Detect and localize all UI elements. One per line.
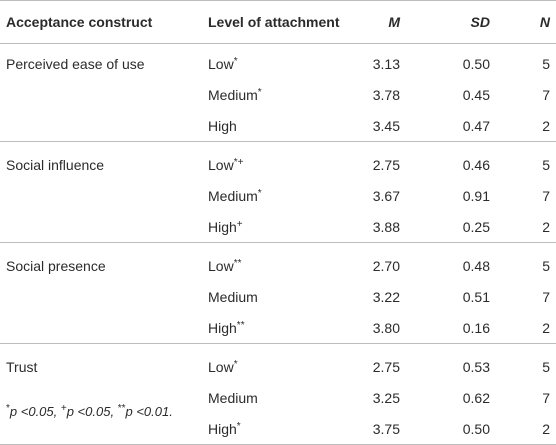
n-value: 7 xyxy=(542,187,550,204)
mean-value: 3.22 xyxy=(372,288,400,305)
level-label: Medium xyxy=(208,288,258,305)
construct-label: Perceived ease of use xyxy=(6,55,145,72)
significance-mark: ** xyxy=(236,319,245,331)
level-label: Low*+ xyxy=(208,156,244,173)
sd-value: 0.62 xyxy=(462,389,490,406)
footnote-text: p <0.01. xyxy=(125,404,173,419)
level-label: High+ xyxy=(208,218,243,235)
table-row: Medium 3.22 0.51 7 xyxy=(0,281,556,312)
table-row: High 3.45 0.47 2 xyxy=(0,110,556,142)
n-value: 5 xyxy=(542,358,550,375)
significance-mark: *+ xyxy=(233,156,244,168)
sd-value: 0.91 xyxy=(462,187,490,204)
sd-value: 0.25 xyxy=(462,218,490,235)
mean-value: 2.75 xyxy=(372,358,400,375)
header-mean: M xyxy=(388,14,400,30)
mean-value: 2.70 xyxy=(372,257,400,274)
table-footnote: *p <0.05, +p <0.05, **p <0.01. xyxy=(6,403,173,420)
n-value: 5 xyxy=(542,55,550,72)
header-sd: SD xyxy=(470,14,490,30)
significance-mark: * xyxy=(257,187,262,199)
n-value: 2 xyxy=(542,117,550,134)
significance-mark: * xyxy=(233,358,238,370)
table-row: Medium 3.25 0.62 7 xyxy=(0,382,556,413)
n-value: 2 xyxy=(542,420,550,437)
n-value: 7 xyxy=(542,389,550,406)
mean-value: 3.25 xyxy=(372,389,400,406)
sd-value: 0.50 xyxy=(462,55,490,72)
sd-value: 0.47 xyxy=(462,117,490,134)
n-value: 5 xyxy=(542,156,550,173)
sd-value: 0.53 xyxy=(462,358,490,375)
level-label: Medium xyxy=(208,389,258,406)
level-label: Low* xyxy=(208,358,238,375)
mean-value: 3.75 xyxy=(372,420,400,437)
sd-value: 0.45 xyxy=(462,86,490,103)
sd-value: 0.46 xyxy=(462,156,490,173)
sd-value: 0.48 xyxy=(462,257,490,274)
header-n: N xyxy=(539,14,550,30)
significance-mark: * xyxy=(233,55,238,67)
footnote-text: p <0.05, xyxy=(9,404,61,419)
table-row: Medium* 3.67 0.91 7 xyxy=(0,180,556,211)
footnote-text: p <0.05, xyxy=(66,404,118,419)
footnote-mark: * xyxy=(6,403,10,414)
significance-mark: ** xyxy=(233,257,242,269)
significance-mark: + xyxy=(236,218,243,230)
sd-value: 0.16 xyxy=(462,319,490,336)
table-row: Social influence Low*+ 2.75 0.46 5 xyxy=(0,149,556,180)
level-label: High** xyxy=(208,319,245,336)
table-row: High** 3.80 0.16 2 xyxy=(0,312,556,344)
table-body: Perceived ease of use Low* 3.13 0.50 5 Medium… xyxy=(0,48,556,445)
sd-value: 0.50 xyxy=(462,420,490,437)
level-label: High xyxy=(208,117,237,134)
significance-mark: * xyxy=(236,420,241,432)
mean-value: 2.75 xyxy=(372,156,400,173)
level-label: Medium* xyxy=(208,86,262,103)
table-row: Social presence Low** 2.70 0.48 5 xyxy=(0,250,556,281)
mean-value: 3.78 xyxy=(372,86,400,103)
level-label: Low* xyxy=(208,55,238,72)
significance-mark: * xyxy=(257,86,262,98)
n-value: 7 xyxy=(542,86,550,103)
construct-label: Social influence xyxy=(6,156,105,173)
level-label: Low** xyxy=(208,257,242,274)
n-value: 5 xyxy=(542,257,550,274)
header-level-of-attachment: Level of attachment xyxy=(208,14,340,30)
n-value: 2 xyxy=(542,319,550,336)
construct-label: Trust xyxy=(6,358,38,375)
footnote-mark: ** xyxy=(117,403,126,414)
sd-value: 0.51 xyxy=(462,288,490,305)
table-row: High+ 3.88 0.25 2 xyxy=(0,211,556,243)
construct-label: Social presence xyxy=(6,257,106,274)
table-row: Trust Low* 2.75 0.53 5 xyxy=(0,351,556,382)
table-header-row: Acceptance construct Level of attachment… xyxy=(0,0,556,44)
n-value: 7 xyxy=(542,288,550,305)
n-value: 2 xyxy=(542,218,550,235)
table-row: Medium* 3.78 0.45 7 xyxy=(0,79,556,110)
mean-value: 3.88 xyxy=(372,218,400,235)
mean-value: 3.67 xyxy=(372,187,400,204)
level-label: Medium* xyxy=(208,187,262,204)
footnote-mark: + xyxy=(60,403,67,414)
mean-value: 3.13 xyxy=(372,55,400,72)
mean-value: 3.80 xyxy=(372,319,400,336)
header-acceptance-construct: Acceptance construct xyxy=(6,14,153,30)
table-row: Perceived ease of use Low* 3.13 0.50 5 xyxy=(0,48,556,79)
level-label: High* xyxy=(208,420,241,437)
mean-value: 3.45 xyxy=(372,117,400,134)
